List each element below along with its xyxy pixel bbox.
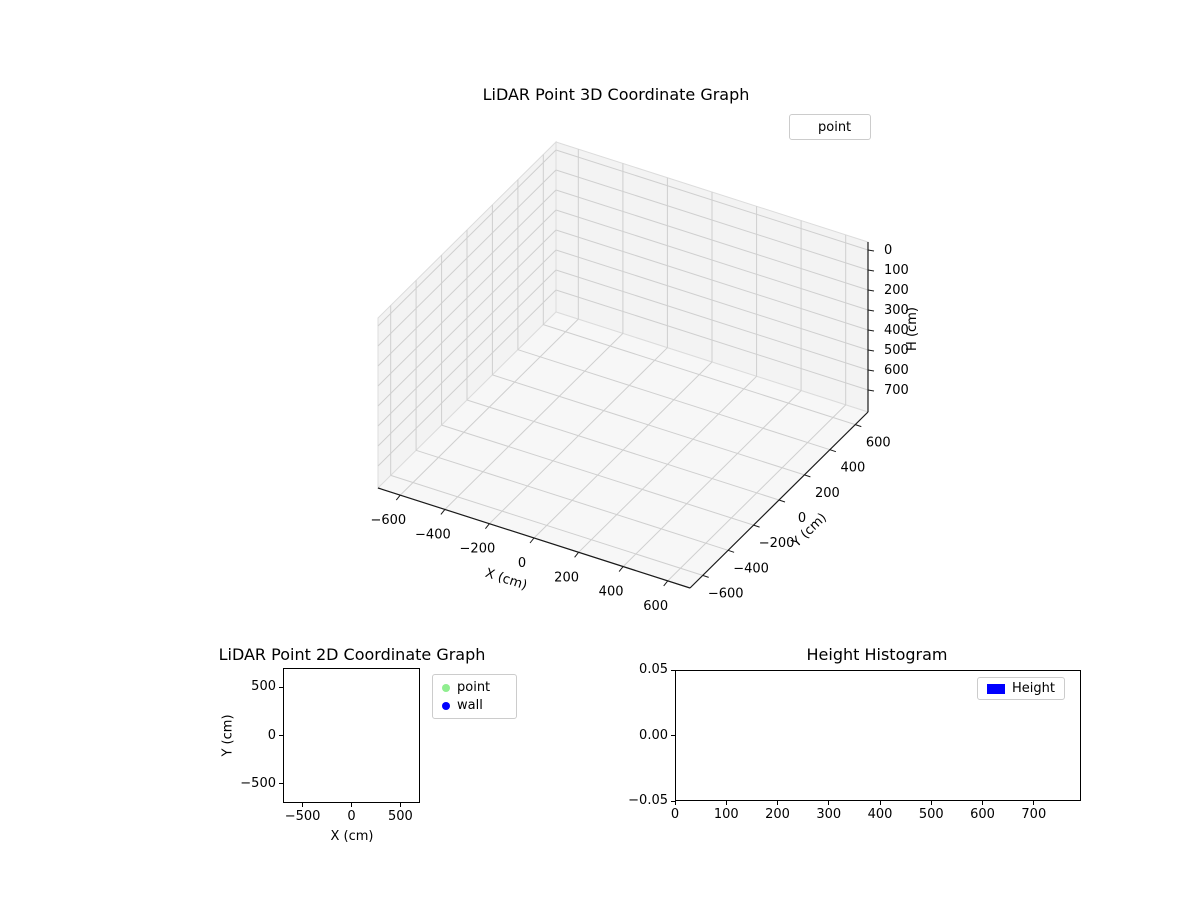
tick-mark	[1033, 801, 1035, 805]
tick-label: 400	[867, 807, 893, 822]
tick-mark	[279, 783, 283, 785]
tick-label: 200	[765, 807, 790, 822]
tick-label: 400	[599, 585, 624, 600]
tick-mark	[671, 800, 675, 802]
tick-label: 700	[1021, 807, 1047, 822]
plot3d-title: LiDAR Point 3D Coordinate Graph	[482, 85, 750, 104]
hist-title: Height Histogram	[806, 645, 948, 664]
tick-mark	[777, 801, 779, 805]
tick-mark	[399, 803, 401, 807]
tick-label: −400	[733, 561, 769, 576]
plot3d-gridlines	[377, 149, 869, 582]
tick-label: −600	[708, 586, 744, 601]
plot2d-axes	[283, 668, 420, 803]
tick-mark	[674, 801, 676, 805]
tick-label: 200	[884, 283, 909, 298]
plot3d-tick-marks	[395, 249, 875, 587]
tick-mark	[930, 801, 932, 805]
tick-label: 0	[518, 556, 526, 571]
tick-label: −200	[759, 536, 795, 551]
wall-marker-icon	[442, 701, 450, 710]
tick-mark	[725, 801, 727, 805]
tick-label: −600	[370, 513, 406, 528]
height-bar-marker-icon	[987, 683, 1005, 694]
plot3d-legend-label-point: point	[818, 119, 852, 135]
tick-mark	[302, 803, 304, 807]
tick-label: 0	[347, 809, 356, 824]
plot3d-ylabel: Y (cm)	[789, 510, 830, 551]
tick-label: 500	[388, 809, 413, 824]
tick-mark	[671, 669, 675, 671]
tick-label: 100	[713, 807, 739, 822]
tick-label: 500	[251, 679, 276, 695]
tick-label: 200	[554, 570, 579, 585]
tick-label: 500	[918, 807, 944, 822]
plot2d-legend-label-point: point	[457, 680, 491, 695]
tick-label: 400	[884, 323, 909, 338]
tick-mark	[671, 735, 675, 736]
plot2d-title: LiDAR Point 2D Coordinate Graph	[218, 645, 486, 664]
tick-label: 400	[840, 461, 865, 476]
tick-mark	[351, 803, 352, 807]
plot2d-ylabel: Y (cm)	[220, 714, 236, 757]
tick-label: 0	[798, 511, 806, 526]
tick-label: 500	[884, 343, 909, 358]
tick-label: 600	[884, 363, 909, 378]
plot3d-legend: point	[789, 114, 871, 140]
tick-label: 300	[816, 807, 842, 822]
hist-legend: Height	[977, 677, 1065, 700]
tick-label: −0.05	[628, 793, 668, 808]
tick-label: 0.00	[639, 727, 668, 743]
tick-mark	[982, 801, 984, 805]
tick-label: 100	[884, 263, 909, 278]
tick-label: −500	[284, 809, 321, 824]
plot3d-zlabel: H (cm)	[905, 307, 920, 351]
hist-legend-label-height: Height	[1012, 681, 1055, 696]
tick-label: 600	[866, 436, 891, 451]
tick-mark	[828, 801, 830, 805]
plot2d-xlabel: X (cm)	[330, 829, 374, 844]
tick-label: −400	[415, 527, 451, 542]
plot2d-legend-label-wall: wall	[457, 698, 483, 713]
plot2d-legend: point wall	[432, 674, 517, 719]
tick-label: 300	[884, 303, 909, 318]
plot3d-tick-labels: −600−400−2000200400600−600−400−200020040…	[370, 243, 908, 614]
tick-label: 0	[884, 243, 892, 258]
tick-label: 0	[267, 727, 276, 743]
tick-label: 600	[970, 807, 995, 822]
tick-mark	[279, 686, 283, 688]
tick-mark	[879, 801, 881, 805]
legend-entry-point: point	[442, 680, 490, 695]
tick-label: 200	[815, 486, 840, 501]
tick-mark	[279, 735, 283, 736]
tick-label: −500	[240, 775, 276, 791]
point-marker-icon	[442, 683, 450, 692]
tick-label: 600	[643, 599, 668, 614]
tick-label: 0.05	[639, 662, 668, 677]
tick-label: −200	[460, 542, 496, 557]
tick-label: 700	[884, 383, 909, 398]
legend-entry-wall: wall	[442, 698, 483, 713]
tick-label: 0	[670, 807, 680, 822]
